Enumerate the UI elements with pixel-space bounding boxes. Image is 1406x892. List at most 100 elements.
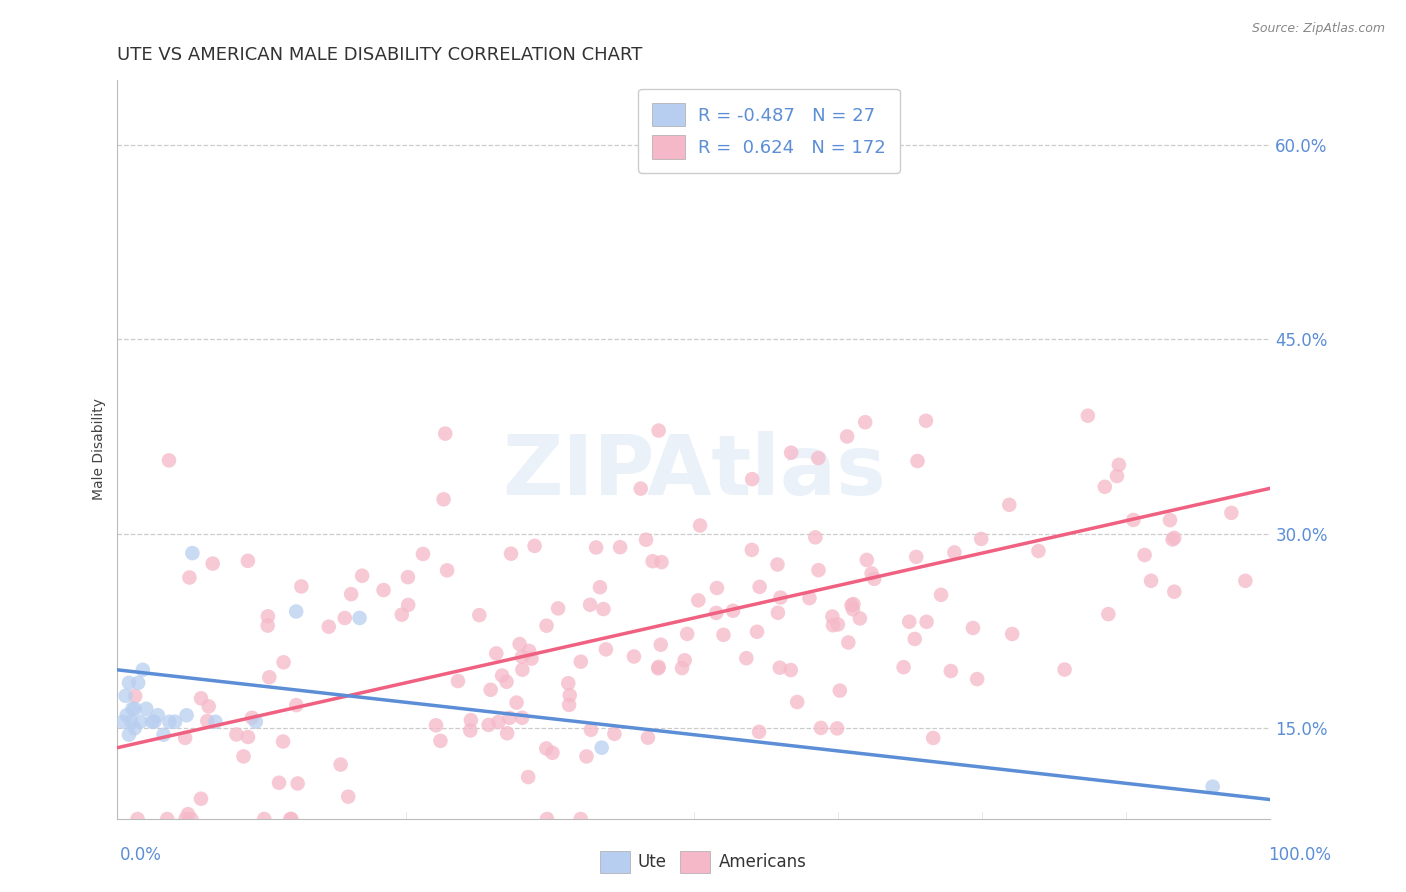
Point [575,749,598,764]
Point [174,812,197,826]
Point [807,563,830,577]
Point [721,604,744,618]
Point [236,554,259,568]
Point [842,602,865,616]
Point [966,672,988,686]
Point [496,726,519,740]
Point [860,566,883,581]
Point [267,776,290,790]
Point [114,689,136,703]
Point [905,549,928,564]
Legend: Ute, Americans: Ute, Americans [593,845,813,880]
Point [853,415,876,429]
Point [201,557,224,571]
Point [329,757,352,772]
Point [769,591,792,605]
Point [152,728,174,742]
Point [849,611,872,625]
Point [124,702,146,716]
Point [135,702,157,716]
Point [780,445,803,459]
Point [1108,458,1130,472]
Point [432,492,454,507]
Point [641,554,664,568]
Point [256,618,278,632]
Text: 0.0%: 0.0% [120,846,162,863]
Point [1001,627,1024,641]
Point [855,553,877,567]
Point [1053,663,1076,677]
Point [1161,533,1184,547]
Point [112,714,135,729]
Point [486,714,509,729]
Point [517,770,540,784]
Point [1220,506,1243,520]
Point [591,740,613,755]
Point [898,615,921,629]
Point [779,663,801,677]
Point [491,668,513,682]
Point [127,675,149,690]
Point [807,451,830,466]
Point [842,597,865,611]
Point [609,540,631,554]
Point [436,563,458,577]
Point [120,714,142,729]
Point [647,424,669,438]
Point [689,518,711,533]
Point [922,731,945,745]
Point [512,663,534,677]
Point [558,688,581,702]
Point [1133,548,1156,562]
Point [434,426,457,441]
Point [460,713,482,727]
Point [536,741,558,756]
Point [589,580,612,594]
Point [841,599,863,613]
Point [337,789,360,804]
Point [558,698,581,712]
Point [485,647,508,661]
Point [156,812,179,826]
Point [541,746,564,760]
Point [1094,480,1116,494]
Point [547,601,569,615]
Point [174,731,197,745]
Point [766,606,789,620]
Point [141,714,163,729]
Point [647,660,669,674]
Point [569,812,592,826]
Point [904,632,927,646]
Point [835,429,858,443]
Point [863,572,886,586]
Point [510,711,533,725]
Point [637,731,659,745]
Point [290,579,312,593]
Point [1234,574,1257,588]
Point [391,607,413,622]
Point [257,609,280,624]
Point [180,812,202,826]
Point [157,714,180,729]
Text: 100.0%: 100.0% [1268,846,1331,863]
Point [650,638,672,652]
Point [651,555,673,569]
Point [962,621,984,635]
Point [647,661,669,675]
Point [676,627,699,641]
Point [157,453,180,467]
Point [943,545,966,559]
Point [121,702,143,716]
Point [245,714,267,729]
Point [253,812,276,826]
Point [915,414,938,428]
Point [132,663,155,677]
Point [498,711,520,725]
Point [509,637,531,651]
Point [479,682,502,697]
Point [557,676,579,690]
Point [893,660,915,674]
Point [745,624,768,639]
Point [340,587,363,601]
Point [127,812,149,826]
